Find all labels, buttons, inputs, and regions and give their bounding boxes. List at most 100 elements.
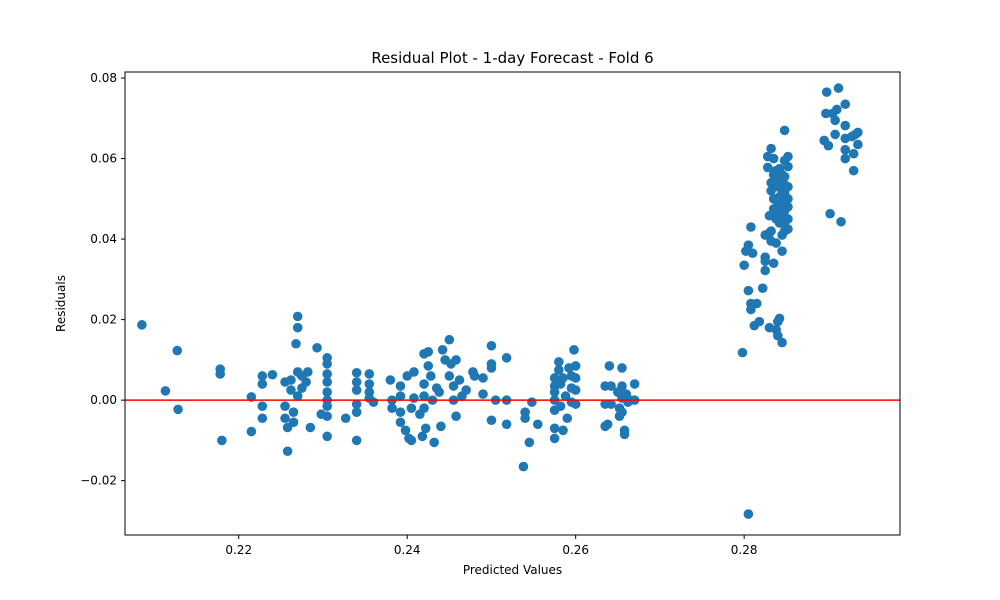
data-point — [760, 265, 771, 276]
data-point — [823, 140, 834, 151]
data-point — [768, 258, 779, 269]
data-point — [779, 171, 790, 182]
data-point — [606, 399, 616, 409]
data-point — [469, 371, 480, 381]
data-point — [461, 385, 471, 395]
data-point — [478, 389, 488, 399]
data-point — [629, 379, 640, 389]
data-point — [617, 363, 627, 373]
data-point — [351, 399, 362, 409]
data-point — [451, 355, 461, 365]
data-point — [832, 104, 842, 115]
data-point — [280, 401, 290, 411]
data-point — [549, 423, 560, 434]
data-point — [282, 446, 293, 457]
data-point — [830, 129, 840, 140]
data-point — [840, 99, 851, 110]
data-point — [395, 417, 406, 428]
data-point — [747, 248, 758, 258]
data-point — [292, 322, 303, 333]
data-point — [291, 338, 301, 349]
data-point — [746, 304, 756, 315]
data-point — [501, 353, 512, 363]
data-point — [322, 377, 332, 387]
y-tick-label: 0.06 — [90, 152, 117, 166]
data-point — [303, 367, 313, 377]
data-point — [848, 148, 859, 159]
data-point — [395, 381, 406, 391]
data-point — [743, 285, 754, 296]
data-point — [340, 413, 351, 424]
data-point — [783, 224, 793, 234]
data-point — [549, 373, 560, 383]
data-point — [305, 422, 316, 433]
data-point — [558, 373, 568, 383]
data-point — [444, 371, 455, 381]
data-point — [137, 320, 147, 330]
data-point — [762, 162, 773, 173]
data-point — [836, 216, 846, 227]
data-point — [524, 437, 535, 448]
data-point — [406, 435, 417, 446]
data-point — [385, 375, 396, 385]
data-point — [387, 403, 397, 413]
data-point — [395, 391, 406, 401]
data-point — [555, 401, 566, 411]
data-point — [486, 363, 497, 373]
data-point — [246, 392, 257, 402]
data-point — [419, 403, 429, 413]
data-point — [751, 298, 762, 309]
data-point — [830, 115, 840, 126]
data-point — [527, 397, 537, 407]
data-point — [172, 345, 183, 356]
data-point — [322, 411, 332, 422]
data-point — [848, 165, 859, 176]
data-point — [554, 365, 564, 375]
data-point — [257, 379, 268, 389]
data-point — [322, 359, 332, 369]
data-point — [351, 407, 362, 418]
data-point — [532, 419, 543, 430]
data-point — [423, 347, 434, 357]
data-point — [570, 399, 581, 409]
data-point — [257, 401, 268, 411]
y-tick-label: 0.02 — [90, 313, 117, 327]
data-point — [286, 375, 296, 385]
data-point — [437, 345, 448, 355]
data-point — [292, 391, 303, 401]
data-point — [267, 369, 278, 380]
data-point — [757, 283, 768, 294]
data-point — [351, 385, 362, 395]
data-point — [743, 509, 754, 519]
data-point — [569, 345, 579, 355]
data-point — [779, 125, 790, 136]
data-point — [783, 161, 793, 172]
data-point — [288, 407, 299, 418]
data-point — [562, 413, 573, 424]
data-point — [286, 385, 296, 395]
plot-frame — [124, 71, 901, 536]
data-point — [774, 313, 785, 324]
data-point — [429, 437, 439, 448]
data-point — [768, 153, 779, 164]
data-point — [420, 423, 431, 434]
x-axis-label: Predicted Values — [463, 563, 562, 577]
data-point — [312, 342, 322, 353]
data-point — [351, 367, 362, 378]
data-point — [280, 413, 290, 424]
data-point — [215, 369, 225, 379]
data-point — [853, 139, 863, 150]
data-point — [518, 461, 529, 472]
data-point — [351, 377, 362, 387]
data-point — [301, 377, 311, 387]
data-point — [821, 87, 832, 97]
data-point — [419, 391, 429, 401]
y-tick-label: 0.08 — [90, 71, 117, 85]
data-point — [288, 417, 299, 428]
data-point — [406, 403, 417, 413]
data-point — [417, 431, 428, 442]
data-point — [777, 246, 787, 256]
data-point — [840, 153, 851, 164]
data-point — [570, 385, 581, 395]
